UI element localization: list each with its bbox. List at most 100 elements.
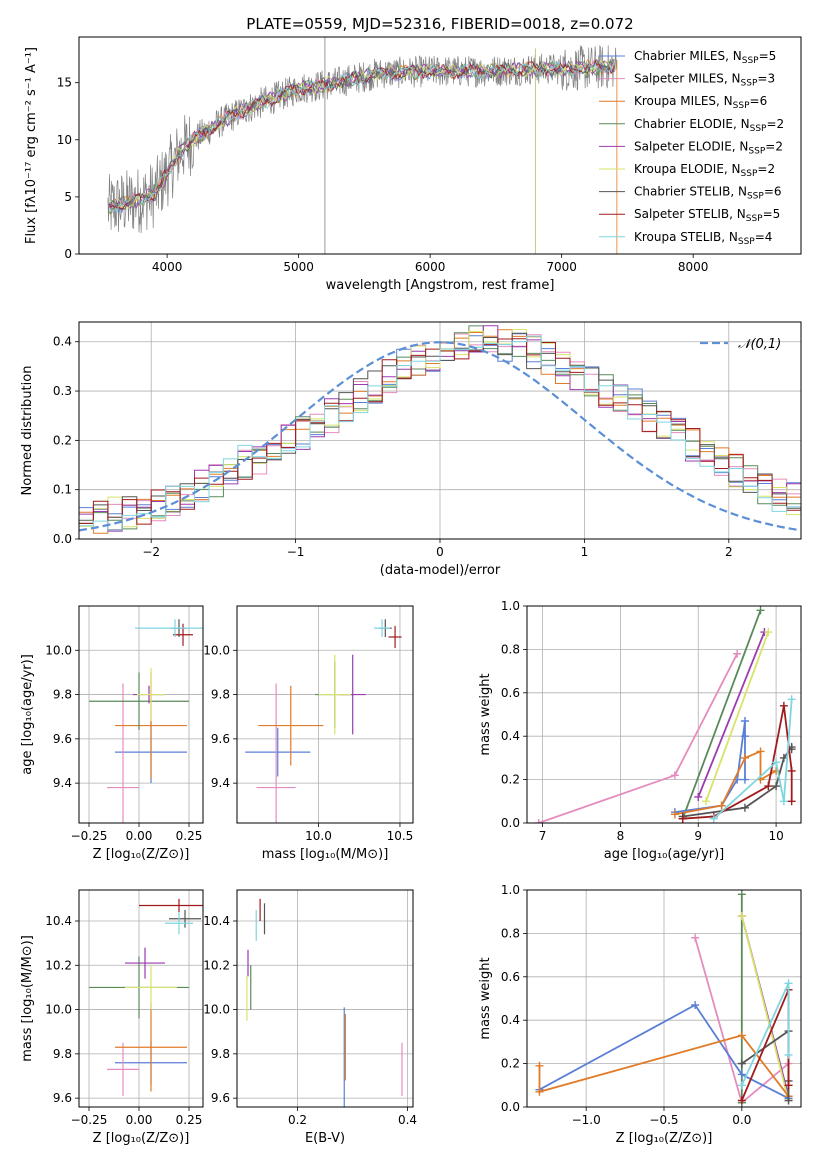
weight-marker [702, 797, 711, 806]
legend-entry-main: Chabrier STELIB, N [634, 185, 747, 199]
figure-title: PLATE=0559, MJD=52316, FIBERID=0018, z=0… [246, 15, 633, 33]
weight-vs-age-ytick-label: 0.2 [501, 773, 520, 787]
mass-vs-Z-panel: −0.25 0.00 0.25 9.6 9.8 10.0 10.2 10.4 Z [log₁₀(… [20, 889, 204, 1146]
residuals-xtick-label: 0 [436, 545, 444, 559]
weight-vs-age-panel: 7 8 9 10 0.0 0.2 0.4 0.6 0.8 1.0 age [log₁₀(age/yr… [478, 599, 802, 862]
weight-vs-age-xtick-label: 8 [617, 829, 625, 843]
mass-vs-Z-ytick-label: 10.2 [45, 958, 72, 972]
weight-marker [772, 758, 781, 767]
weight-vs-Z-plot-area [535, 890, 793, 1107]
mass-vs-ebv-xtick-label: 0.2 [288, 1113, 307, 1127]
legend-entry-tail: =6 [764, 185, 782, 199]
weight-series-line [740, 915, 790, 1101]
weight-marker [737, 1059, 746, 1068]
residuals-frame [78, 321, 802, 540]
spectrum-model-line [108, 59, 615, 215]
legend-entry-label: Kroupa ELODIE, NSSP=2 [634, 162, 775, 179]
mass-vs-ebv-plot-area [246, 898, 403, 1107]
weight-vs-Z-frame [526, 889, 802, 1108]
residuals-xtick-label: 1 [581, 545, 589, 559]
weight-marker [764, 782, 773, 791]
age-vs-mass-panel: 10.0 10.5 9.4 9.6 9.8 10.0 mass [log₁₀(M/M⊙)] [203, 605, 414, 862]
mass-vs-ebv-ytick-label: 10.2 [203, 958, 230, 972]
weight-marker [740, 717, 749, 726]
weight-series-line [681, 609, 762, 820]
legend-entry-main: Kroupa MILES, N [634, 94, 733, 108]
weight-marker [784, 1050, 793, 1059]
weight-vs-age-ytick-label: 1.0 [501, 599, 520, 613]
histogram-series [79, 335, 801, 531]
residuals-ytick-label: 0.0 [53, 532, 72, 546]
weight-marker [787, 695, 796, 704]
weight-vs-Z-xtick-label: −0.5 [649, 1113, 678, 1127]
legend-entry-sub: SSP [747, 192, 764, 202]
mass-vs-Z-ytick-label: 9.8 [53, 1047, 72, 1061]
age-vs-Z-ytick-label: 9.8 [53, 688, 72, 702]
weight-vs-Z-xtick-label: −1.0 [572, 1113, 601, 1127]
residuals-ylabel: Normed distribution [20, 366, 35, 496]
weight-vs-age-ytick-label: 0.6 [501, 686, 520, 700]
weight-marker [737, 1081, 746, 1090]
legend-entry-tail: =3 [757, 72, 775, 86]
age-vs-Z-ytick-label: 10.0 [45, 643, 72, 657]
weight-marker [691, 1001, 700, 1010]
weight-vs-age-plot-area [534, 606, 796, 823]
mass-vs-ebv-panel: 0.2 0.4 9.6 9.8 10.0 10.2 10.4 E(B-V) [203, 889, 417, 1146]
weight-vs-age-xtick-label: 7 [539, 829, 547, 843]
weight-vs-Z-xlabel: Z [log₁₀(Z/Z⊙)] [616, 1131, 713, 1146]
spectrum-ytick-label: 10 [57, 133, 72, 147]
weight-series-line [539, 1003, 789, 1100]
weight-marker [670, 810, 679, 819]
age-vs-mass-ytick-label: 9.8 [211, 688, 230, 702]
weight-vs-age-ytick-label: 0.4 [501, 729, 520, 743]
legend-entry-tail: =4 [755, 230, 773, 244]
spectrum-ylabel: Flux [fλ10⁻¹⁷ erg cm⁻² s⁻¹ A⁻¹] [24, 47, 39, 244]
weight-marker [740, 753, 749, 762]
mass-vs-Z-frame [78, 889, 204, 1108]
legend-entry-main: Kroupa ELODIE, N [634, 162, 741, 176]
legend-entry-main: Salpeter ELODIE, N [634, 139, 748, 153]
legend-entry-label: Salpeter MILES, NSSP=3 [634, 72, 775, 89]
spectrum-ytick-label: 5 [64, 190, 72, 204]
legend-entry-main: Kroupa STELIB, N [634, 230, 738, 244]
weight-series-line [682, 705, 793, 820]
residuals-xtick-label: −2 [142, 545, 160, 559]
weight-vs-Z-ytick-label: 0.6 [501, 970, 520, 984]
weight-marker [756, 606, 765, 615]
residuals-xlabel: (data-model)/error [380, 563, 501, 578]
legend-entry-main: Chabrier ELODIE, N [634, 117, 750, 131]
weight-marker [779, 701, 788, 710]
mass-vs-Z-ylabel: mass [log₁₀(M/M⊙)] [20, 935, 35, 1062]
age-vs-Z-xtick-label: −0.25 [71, 829, 108, 843]
weight-vs-Z-ytick-label: 0.0 [501, 1100, 520, 1114]
weight-marker [717, 801, 726, 810]
mass-vs-ebv-xtick-label: 0.4 [398, 1113, 417, 1127]
spectrum-xtick-label: 5000 [283, 260, 314, 274]
weight-marker [678, 814, 687, 823]
weight-marker [691, 933, 700, 942]
legend-entry-main: Salpeter STELIB, N [634, 207, 746, 221]
weight-marker [764, 628, 773, 637]
legend-entry-tail: =2 [757, 162, 775, 176]
age-vs-mass-xlabel: mass [log₁₀(M/M⊙)] [262, 847, 389, 862]
spectrum-model-line [108, 59, 615, 211]
residuals-plot-area [79, 325, 801, 534]
gaussian-legend-label: 𝒩(0,1) [738, 337, 781, 352]
age-vs-Z-xlabel: Z [log₁₀(Z/Z⊙)] [93, 847, 190, 862]
weight-marker [694, 792, 703, 801]
weight-marker [779, 797, 788, 806]
weight-vs-Z-ytick-label: 0.8 [501, 926, 520, 940]
weight-marker [756, 747, 765, 756]
weight-series-line [538, 1034, 790, 1097]
mass-vs-ebv-ytick-label: 10.0 [203, 1003, 230, 1017]
legend-entry-tail: =2 [766, 117, 784, 131]
weight-vs-Z-ytick-label: 0.2 [501, 1057, 520, 1071]
mass-vs-Z-ytick-label: 10.0 [45, 1003, 72, 1017]
legend-entry-label: Kroupa MILES, NSSP=6 [634, 94, 767, 111]
age-vs-Z-panel: −0.25 0.00 0.25 9.4 9.6 9.8 10.0 Z [log₁₀(Z/Z⊙)… [20, 605, 204, 862]
legend-entry-tail: =5 [763, 207, 781, 221]
spectrum-ytick-label: 15 [57, 76, 72, 90]
spectrum-xtick-label: 7000 [546, 260, 577, 274]
residuals-ytick-label: 0.4 [53, 335, 72, 349]
